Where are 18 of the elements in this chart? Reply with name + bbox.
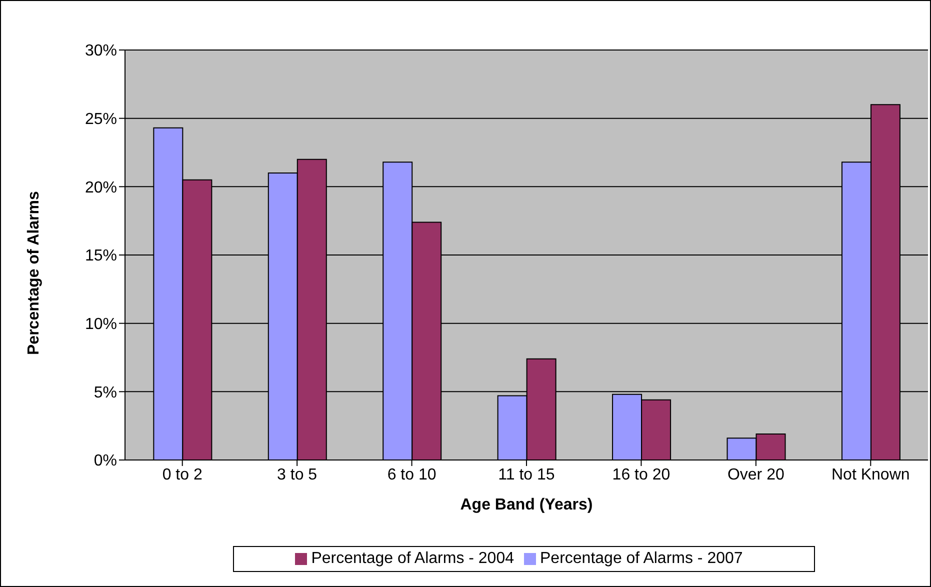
y-tick-label: 30% (84, 42, 117, 60)
x-tick-label: Not Known (832, 466, 910, 484)
x-tick-label: 16 to 20 (612, 466, 670, 484)
x-axis-title: Age Band (Years) (460, 496, 593, 514)
y-tick-label: 0% (94, 452, 117, 470)
y-tick-label: 25% (84, 111, 117, 128)
x-tick-label: 6 to 10 (387, 466, 436, 484)
y-axis-title: Percentage of Alarms (26, 190, 43, 355)
y-tick-label: 5% (94, 384, 117, 402)
x-tick-label: 11 to 15 (498, 466, 555, 484)
legend-label: Percentage of Alarms - 2007 (540, 550, 743, 567)
x-tick-label: 3 to 5 (277, 466, 318, 484)
x-tick-label: Over 20 (727, 466, 784, 484)
y-tick-label: 10% (84, 316, 117, 334)
y-tick-label: 20% (84, 179, 117, 196)
x-tick-label: 0 to 2 (162, 466, 202, 484)
legend-label: Percentage of Alarms - 2004 (311, 550, 514, 567)
y-tick-label: 15% (84, 248, 117, 265)
